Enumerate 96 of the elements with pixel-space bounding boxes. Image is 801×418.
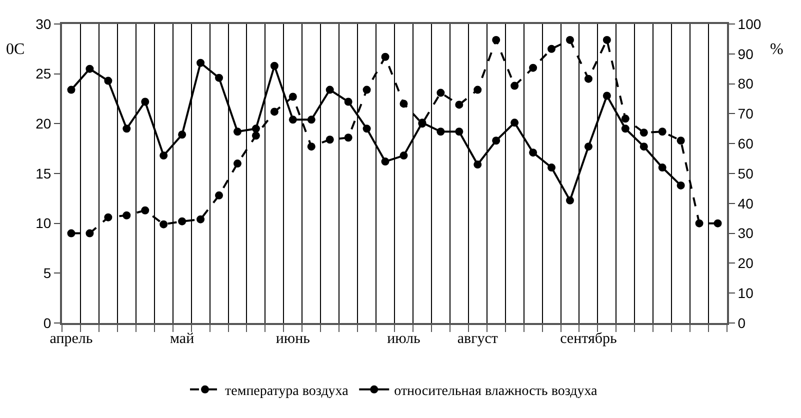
y2-tick-label: 100 [738,16,762,32]
point [270,108,278,116]
point [141,98,150,106]
point [381,158,390,166]
point [215,74,224,82]
point [640,128,648,137]
point [621,124,630,133]
point [510,118,519,127]
point [676,136,685,145]
legend-label: относительная влажность воздуха [394,384,598,399]
point [529,64,538,72]
point [640,142,648,151]
point [67,86,76,94]
point [381,52,390,61]
x-tick-label: июнь [276,331,310,347]
y-axis-title: 0C [6,41,25,58]
point [548,164,556,172]
point [307,142,316,151]
point [548,44,556,53]
point [252,124,260,133]
point [584,74,592,83]
point [658,164,666,172]
point [602,36,611,44]
point [362,124,371,133]
x-tick-label: сентябрь [560,331,617,347]
point [510,82,519,90]
point [288,92,297,101]
point [436,128,445,136]
point [695,219,704,228]
x-tick-label: август [457,331,498,347]
point [178,130,186,139]
point [529,148,538,157]
point [233,160,242,168]
y-tick-label: 5 [43,265,52,282]
point [196,215,205,224]
x-tick-label: апрель [50,331,93,347]
point [474,160,482,169]
point [566,36,574,44]
point [178,217,186,226]
point [122,211,131,220]
y2-tick-label: 0 [738,314,746,331]
point [233,128,242,136]
point [566,196,574,204]
point [288,116,297,124]
point [67,229,76,238]
point [492,136,500,145]
point [86,229,94,238]
point [344,134,352,142]
point [326,86,334,94]
point [141,206,150,214]
point [160,152,168,160]
point [400,152,408,160]
y-tick-label: 25 [36,66,52,82]
point [160,220,168,228]
point [215,191,224,200]
y2-tick-label: 40 [738,195,754,212]
point [196,58,205,67]
point [326,136,334,144]
point [270,62,278,70]
y2-tick-label: 90 [738,46,754,62]
point [307,116,316,124]
point [658,128,666,136]
point [455,128,464,136]
point [344,98,352,106]
y-tick-label: 30 [36,16,52,32]
y-tick-label: 20 [36,116,52,132]
y2-tick-label: 10 [738,285,754,301]
point [676,181,685,190]
y2-tick-label: 20 [738,255,754,272]
y2-axis-title: % [770,41,784,58]
y-tick-label: 10 [36,215,52,232]
point [714,219,722,228]
point [104,213,112,222]
point [455,100,464,109]
point [86,64,94,73]
x-tick-label: июль [387,331,420,347]
point [584,142,592,151]
x-tick-label: май [170,331,194,347]
point [474,86,482,94]
y2-tick-label: 60 [738,136,754,152]
point [122,124,131,133]
point [362,86,371,94]
point [252,132,260,140]
point [400,100,408,108]
legend-label: температура воздуха [225,384,350,399]
y2-tick-label: 80 [738,76,754,92]
y-tick-label: 0 [43,314,52,331]
point [104,76,112,85]
point [602,92,611,100]
y2-tick-label: 30 [738,225,754,242]
y2-tick-label: 50 [738,165,754,182]
y-tick-label: 15 [36,165,52,182]
point [492,36,500,44]
point [436,88,445,97]
point [621,114,630,123]
y2-tick-label: 70 [738,106,754,122]
